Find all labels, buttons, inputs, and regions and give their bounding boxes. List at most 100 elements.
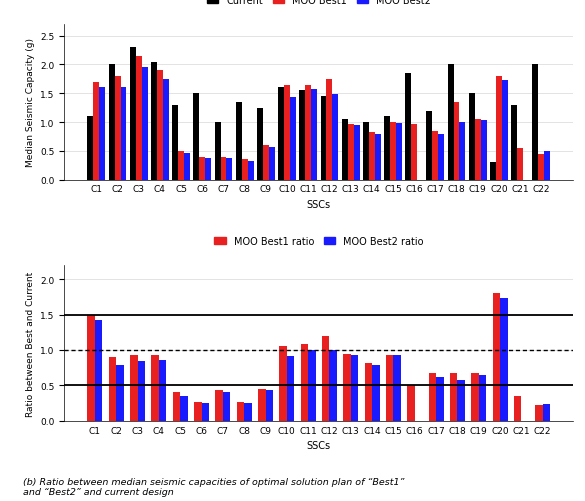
Bar [142, 68, 147, 180]
Bar [353, 126, 360, 180]
Bar [109, 357, 116, 421]
Bar [535, 405, 543, 421]
Bar [199, 157, 205, 180]
Bar [329, 350, 337, 421]
Bar [543, 404, 550, 421]
Bar [396, 123, 402, 180]
Bar [332, 95, 338, 180]
Bar [130, 48, 136, 180]
Bar [436, 377, 443, 421]
Legend: MOO Best1 ratio, MOO Best2 ratio: MOO Best1 ratio, MOO Best2 ratio [214, 236, 424, 246]
Bar [236, 103, 242, 180]
Bar [215, 390, 223, 421]
Bar [159, 360, 166, 421]
Bar [184, 153, 190, 180]
Bar [173, 393, 180, 421]
Bar [178, 151, 184, 180]
Bar [475, 120, 481, 180]
Bar [301, 345, 308, 421]
Bar [322, 336, 329, 421]
Bar [305, 85, 311, 180]
Bar [532, 65, 538, 180]
Bar [136, 57, 142, 180]
Bar [363, 123, 369, 180]
Bar [502, 81, 508, 180]
Bar [308, 350, 316, 421]
Bar [496, 77, 502, 180]
Bar [351, 355, 358, 421]
Bar [511, 106, 517, 180]
Bar [457, 380, 465, 421]
Bar [347, 125, 353, 180]
Y-axis label: Median Seismic Capacity (g): Median Seismic Capacity (g) [26, 38, 35, 167]
Bar [95, 321, 102, 421]
Bar [221, 157, 226, 180]
Bar [311, 90, 317, 180]
Bar [237, 402, 244, 421]
Bar [469, 94, 475, 180]
Bar [384, 117, 390, 180]
Bar [300, 91, 305, 180]
Bar [130, 355, 137, 421]
Bar [287, 356, 294, 421]
Bar [284, 85, 290, 180]
Bar [390, 123, 396, 180]
Bar [343, 354, 351, 421]
Bar [290, 98, 296, 180]
Bar [172, 106, 178, 180]
Bar [88, 315, 95, 421]
Bar [364, 363, 372, 421]
Bar [88, 117, 94, 180]
Bar [450, 374, 457, 421]
Bar [152, 355, 159, 421]
Bar [394, 355, 401, 421]
Bar [514, 396, 521, 421]
Bar [517, 149, 523, 180]
Bar [99, 88, 105, 180]
Bar [448, 65, 453, 180]
Bar [194, 402, 202, 421]
Bar [205, 158, 211, 180]
Bar [137, 361, 145, 421]
Bar [375, 135, 381, 180]
Bar [223, 392, 230, 421]
Bar [263, 146, 269, 180]
Bar [116, 365, 124, 421]
Bar [326, 80, 332, 180]
Bar [372, 365, 380, 421]
Bar [226, 159, 232, 180]
X-axis label: SSCs: SSCs [307, 440, 331, 450]
X-axis label: SSCs: SSCs [307, 199, 331, 209]
Bar [386, 355, 394, 421]
Bar [266, 390, 273, 421]
Bar [121, 88, 126, 180]
Bar [278, 88, 284, 180]
Bar [202, 403, 209, 421]
Bar [242, 160, 247, 180]
Bar [244, 403, 252, 421]
Bar [257, 108, 263, 180]
Bar [438, 135, 444, 180]
Bar [151, 63, 157, 180]
Bar [280, 347, 287, 421]
Bar [157, 71, 163, 180]
Bar [215, 123, 221, 180]
Bar [493, 294, 500, 421]
Bar [180, 396, 188, 421]
Bar [405, 74, 411, 180]
Bar [481, 121, 487, 180]
Bar [453, 103, 459, 180]
Bar [115, 77, 121, 180]
Bar [94, 83, 99, 180]
Bar [194, 94, 199, 180]
Bar [411, 125, 417, 180]
Bar [490, 163, 496, 180]
Bar [459, 123, 466, 180]
Bar [109, 65, 115, 180]
Bar [321, 97, 326, 180]
Bar [258, 389, 266, 421]
Text: (b) Ratio between median seismic capacities of optimal solution plan of “Best1”
: (b) Ratio between median seismic capacit… [23, 476, 405, 496]
Bar [163, 80, 169, 180]
Bar [538, 154, 544, 180]
Bar [429, 374, 436, 421]
